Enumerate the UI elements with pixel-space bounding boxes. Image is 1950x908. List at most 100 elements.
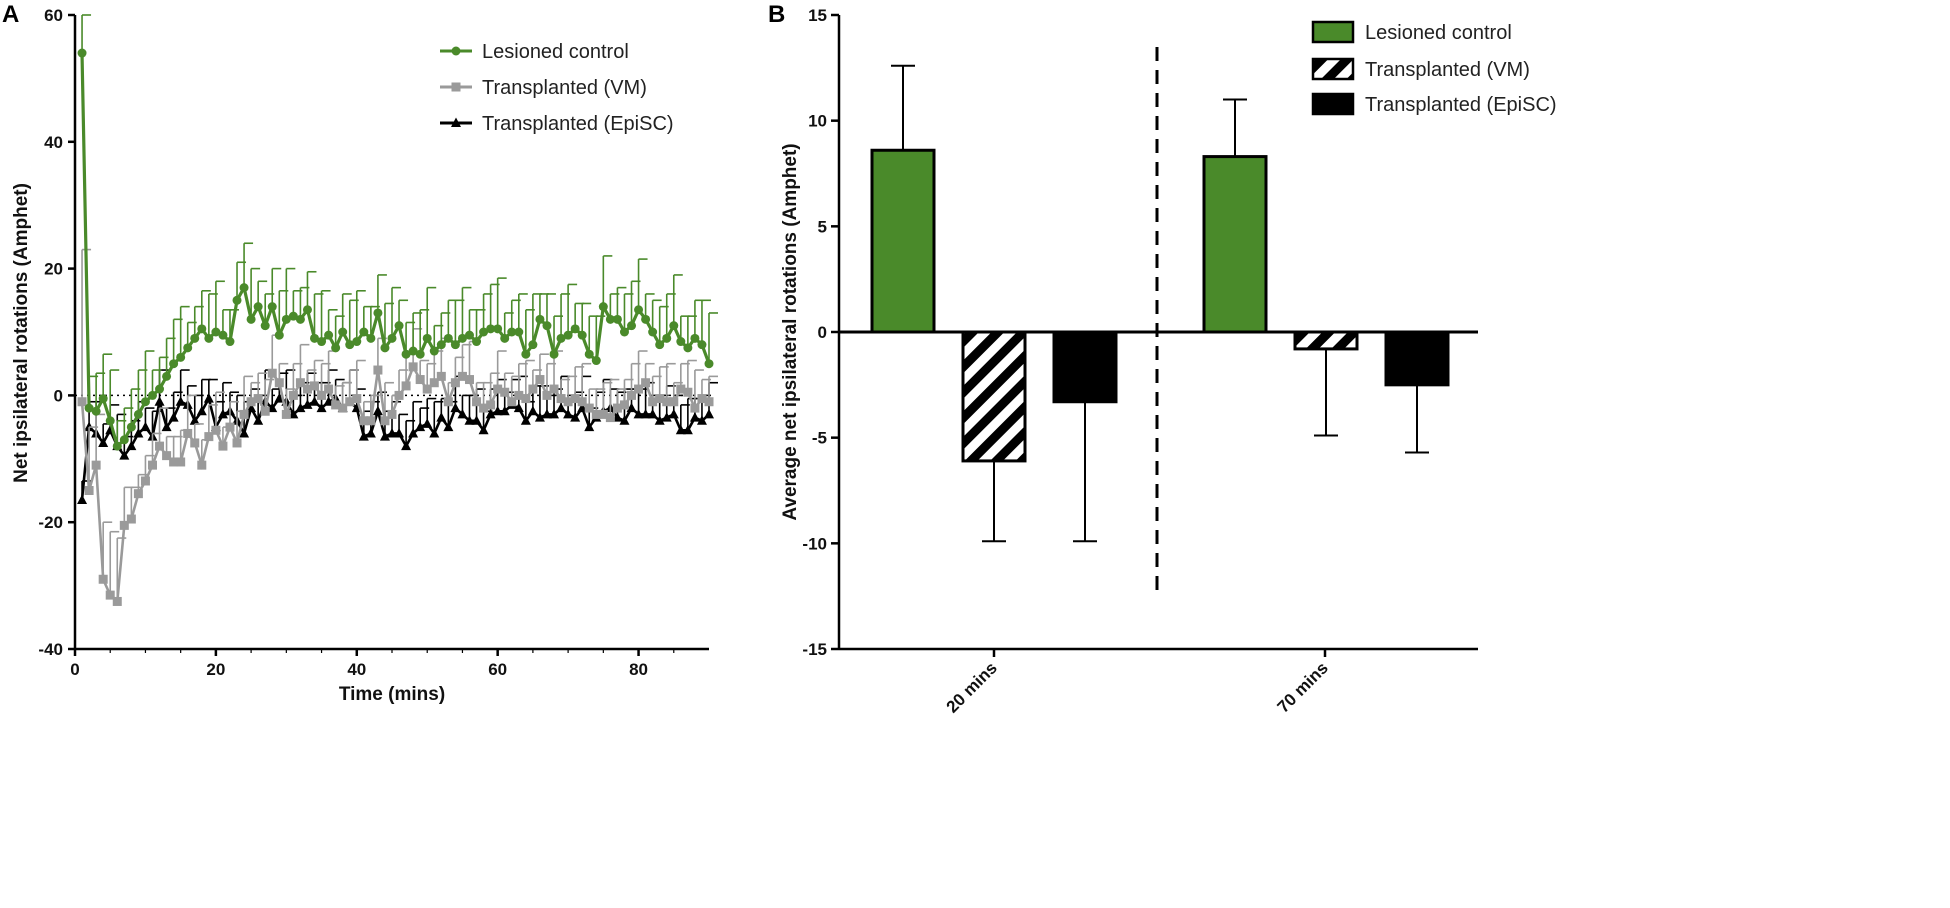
panel-a-data-point	[133, 489, 143, 499]
panel-a-data-point	[253, 302, 263, 312]
panel-a-data-point	[689, 412, 700, 422]
panel-a-data-point	[662, 397, 672, 407]
panel-a-data-point	[239, 427, 250, 438]
panel-a-y-tick-label: 40	[44, 133, 63, 152]
panel-a-data-point	[288, 390, 298, 400]
panel-a-data-point	[140, 476, 150, 486]
panel-a-data-point	[302, 399, 313, 409]
panel-a-data-point	[77, 48, 87, 58]
panel-a-data-point	[690, 333, 700, 343]
panel-a-data-point	[584, 349, 594, 359]
panel-a-data-point	[331, 343, 341, 353]
panel-b-y-tick-label: -10	[802, 534, 827, 553]
panel-a-x-axis-title: Time (mins)	[339, 684, 445, 705]
panel-a-data-point	[641, 314, 651, 324]
panel-b-y-axis-title: Average net ipsilateral rotations (Amphe…	[780, 143, 801, 520]
panel-a-data-point	[584, 403, 594, 413]
panel-b-legend-label: Lesioned control	[1365, 22, 1512, 44]
panel-a-data-point	[281, 409, 291, 419]
panel-a-y-axis-title: Net ipsilateral rotations (Amphet)	[11, 183, 32, 483]
panel-a-data-point	[196, 405, 207, 416]
panel-a-data-point	[232, 438, 242, 448]
panel-a-x-tick-label: 60	[488, 660, 507, 679]
panel-a-data-point	[345, 397, 355, 407]
panel-a-data-point	[352, 337, 362, 347]
panel-a-data-point	[372, 405, 383, 416]
panel-a-data-point	[605, 413, 615, 423]
panel-a-data-point	[507, 397, 517, 407]
panel-a-data-point	[288, 408, 299, 419]
panel-a-data-point	[295, 314, 305, 324]
panel-a-data-point	[408, 346, 418, 356]
panel-a-data-point	[295, 402, 306, 413]
panel-letter-a: A	[2, 1, 19, 28]
panel-a-data-point	[310, 381, 320, 391]
panel-a-data-point	[696, 415, 707, 425]
panel-a-data-point	[387, 333, 397, 343]
panel-a-data-point	[570, 324, 580, 334]
panel-a-data-point	[176, 352, 186, 362]
panel-a-line-chart: A Net ipsilateral rotations (Amphet) Tim…	[2, 1, 718, 705]
panel-a-data-point	[669, 397, 679, 407]
panel-a-data-point	[627, 321, 637, 331]
panel-a-data-point	[373, 308, 383, 318]
panel-a-data-point	[464, 330, 474, 340]
panel-a-data-point	[514, 390, 524, 400]
panel-a-data-point	[591, 409, 601, 419]
panel-a-data-point	[683, 343, 693, 353]
panel-a-data-point	[274, 393, 285, 403]
panel-a-data-point	[648, 397, 658, 407]
panel-a-data-point	[697, 340, 707, 350]
panel-b-x-tick-label: 20 mins	[943, 658, 1001, 716]
panel-a-data-point	[317, 337, 327, 347]
panel-a-data-point	[324, 330, 334, 340]
panel-a-data-point	[627, 390, 637, 400]
panel-a-legend-marker	[451, 82, 461, 92]
panel-a-data-point	[443, 421, 454, 432]
panel-a-data-point	[634, 384, 644, 394]
panel-a-data-point	[479, 403, 489, 413]
panel-a-data-point	[394, 321, 404, 331]
panel-a-data-point	[577, 397, 587, 407]
panel-a-data-point	[443, 397, 453, 407]
panel-a-data-point	[119, 520, 129, 530]
panel-a-data-point	[84, 403, 94, 413]
panel-a-data-point	[591, 356, 601, 366]
panel-a-data-point	[521, 394, 531, 404]
panel-a-data-point	[527, 405, 538, 416]
panel-a-data-point	[598, 409, 608, 419]
panel-b-y-tick-label: -5	[812, 429, 827, 448]
panel-a-data-point	[668, 408, 679, 419]
panel-a-data-point	[647, 408, 658, 419]
panel-letter-b: B	[768, 1, 785, 28]
panel-a-data-point	[676, 337, 686, 347]
panel-a-data-point	[317, 390, 327, 400]
panel-a-data-point	[126, 422, 136, 432]
panel-a-data-point	[486, 324, 496, 334]
panel-b-bar-lesioned-control-20-mins	[870, 148, 936, 334]
panel-a-data-point	[697, 394, 707, 404]
panel-a-data-point	[422, 418, 433, 428]
panel-a-data-point	[204, 432, 214, 442]
panel-a-data-point	[676, 384, 686, 394]
panel-a-data-point	[457, 408, 468, 419]
panel-a-legend-label: Transplanted (VM)	[482, 77, 647, 99]
panel-a-data-point	[140, 397, 150, 407]
panel-a-data-point	[169, 359, 179, 369]
panel-a-data-point	[563, 397, 573, 407]
panel-a-data-point	[217, 408, 228, 419]
panel-a-data-point	[324, 384, 334, 394]
panel-a-data-point	[239, 283, 249, 293]
panel-a-data-point	[253, 415, 264, 425]
panel-a-data-point	[84, 486, 94, 495]
panel-a-data-point	[598, 302, 608, 312]
panel-a-data-point	[401, 381, 411, 391]
panel-a-data-point	[528, 340, 538, 350]
panel-a-data-point	[556, 402, 567, 413]
panel-a-data-point	[633, 408, 644, 419]
panel-a-data-point	[429, 346, 439, 356]
panel-a-data-point	[415, 349, 425, 359]
panel-a-data-point	[577, 402, 588, 413]
panel-a-data-point	[534, 412, 545, 422]
panel-a-data-point	[267, 368, 277, 378]
